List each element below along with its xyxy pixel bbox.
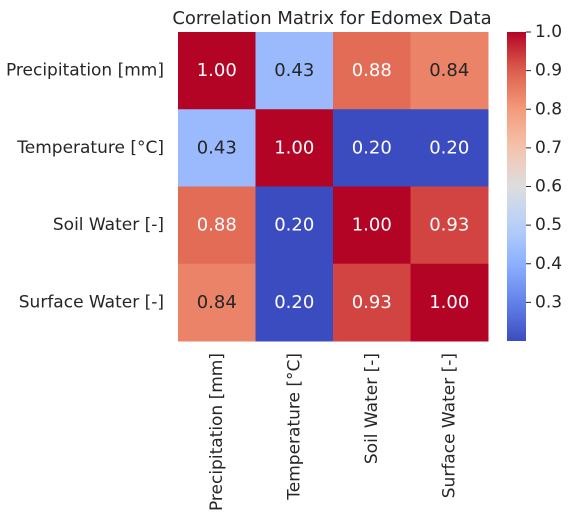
heatmap-cell-r0-c2 — [333, 32, 411, 110]
cell-annotation-r0-c2: 0.88 — [352, 60, 392, 81]
heatmap-cell-r1-c3 — [410, 109, 489, 187]
heatmap-cell-r3-c0 — [178, 263, 256, 342]
heatmap-cell-r1-c0 — [178, 109, 256, 187]
x-tick-labels: Precipitation [mm] Temperature [°C] Soil W… — [207, 353, 460, 511]
heatmap-cells — [178, 32, 489, 342]
cell-annotation-r2-c3: 0.93 — [429, 215, 469, 236]
y-tick-label-precipitation-mm: Precipitation [mm] — [6, 61, 164, 81]
heatmap-cell-r0-c3 — [410, 32, 489, 110]
colorbar-tick-label-6: 0.9 — [535, 61, 562, 81]
x-tick-label-temperature-c: Temperature [°C] — [284, 353, 304, 501]
cell-annotation-r1-c1: 1.00 — [274, 137, 314, 158]
cell-annotation-r2-c1: 0.20 — [274, 215, 314, 236]
y-tick-labels: Precipitation [mm] Temperature [°C] Soil W… — [6, 61, 164, 313]
cell-annotations: 1.00 0.43 0.88 0.84 0.43 1.00 0.20 0.20 0.88 0.20… — [197, 60, 470, 313]
heatmap-cell-r3-c1 — [255, 263, 334, 342]
y-tick-label-soil-water: Soil Water [-] — [53, 215, 164, 235]
colorbar-tick-label-0: 0.3 — [535, 292, 562, 312]
colorbar-tick-label-2: 0.5 — [535, 215, 562, 235]
heatmap-cell-r0-c1 — [255, 32, 334, 110]
colorbar-tick-label-5: 0.8 — [535, 99, 562, 119]
heatmap-cell-r3-c2 — [333, 263, 411, 342]
cell-annotation-r1-c0: 0.43 — [197, 137, 237, 158]
x-tick-label-surface-water: Surface Water [-] — [439, 353, 459, 498]
colorbar-gradient — [507, 32, 526, 341]
x-tick-label-precipitation-mm: Precipitation [mm] — [207, 353, 227, 511]
cell-annotation-r3-c1: 0.20 — [274, 292, 314, 313]
colorbar-tick-label-3: 0.6 — [535, 177, 562, 197]
heatmap-cell-r2-c2 — [333, 186, 411, 265]
y-tick-label-temperature-c: Temperature [°C] — [16, 138, 164, 158]
cell-annotation-r1-c2: 0.20 — [352, 137, 392, 158]
cell-annotation-r3-c0: 0.84 — [197, 292, 237, 313]
heatmap-cell-r2-c3 — [410, 186, 489, 265]
cell-annotation-r1-c3: 0.20 — [429, 137, 469, 158]
cell-annotation-r0-c0: 1.00 — [197, 60, 237, 81]
colorbar-tick-label-4: 0.7 — [535, 138, 562, 158]
heatmap-cell-r1-c2 — [333, 109, 411, 187]
colorbar: 0.3 0.4 0.5 0.6 0.7 0.8 0.9 1.0 — [507, 22, 562, 341]
heatmap-cell-r2-c0 — [178, 186, 256, 265]
cell-annotation-r0-c3: 0.84 — [429, 60, 469, 81]
cell-annotation-r0-c1: 0.43 — [274, 60, 314, 81]
cell-annotation-r3-c2: 0.93 — [352, 292, 392, 313]
heatmap-cell-r1-c1 — [255, 109, 334, 187]
chart-title: Correlation Matrix for Edomex Data — [172, 8, 491, 29]
heatmap-cell-r2-c1 — [255, 186, 334, 265]
cell-annotation-r2-c2: 1.00 — [352, 215, 392, 236]
y-tick-label-surface-water: Surface Water [-] — [19, 292, 164, 312]
cell-annotation-r3-c3: 1.00 — [429, 292, 469, 313]
colorbar-tick-label-7: 1.0 — [535, 22, 562, 42]
colorbar-ticks: 0.3 0.4 0.5 0.6 0.7 0.8 0.9 1.0 — [526, 22, 562, 312]
cell-annotation-r2-c0: 0.88 — [197, 215, 237, 236]
x-tick-label-soil-water: Soil Water [-] — [362, 353, 382, 464]
heatmap-cell-r0-c0 — [178, 32, 256, 110]
colorbar-tick-label-1: 0.4 — [535, 254, 562, 274]
heatmap-cell-r3-c3 — [410, 263, 489, 342]
